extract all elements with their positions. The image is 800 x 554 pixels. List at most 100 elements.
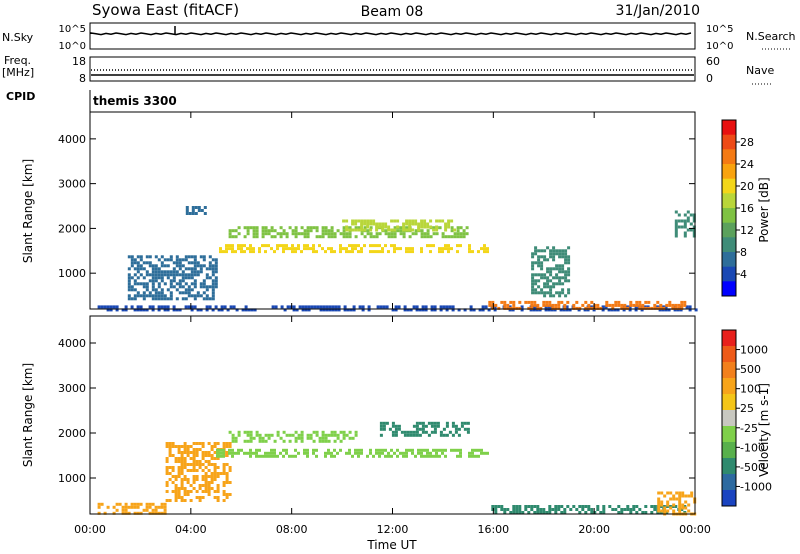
heatmap-cell — [420, 451, 423, 455]
heatmap-cell — [112, 305, 116, 309]
heatmap-cell — [160, 288, 164, 292]
heatmap-cell — [345, 219, 349, 223]
colorbar-swatch — [722, 426, 736, 443]
freq-label-top: Freq. — [4, 54, 31, 67]
heatmap-cell — [327, 232, 331, 236]
heatmap-cell — [345, 228, 349, 232]
heatmap-cell — [193, 270, 197, 274]
heatmap-cell — [205, 288, 209, 292]
heatmap-cell — [318, 244, 321, 248]
heatmap-cell — [375, 244, 378, 248]
heatmap-cell — [596, 505, 600, 508]
heatmap-cell — [285, 244, 288, 248]
heatmap-cell — [423, 219, 427, 223]
freq-tick-top-right: 60 — [706, 55, 720, 68]
heatmap-cell — [222, 484, 226, 487]
heatmap-cell — [168, 472, 172, 475]
heatmap-cell — [325, 308, 329, 312]
heatmap-cell — [195, 460, 199, 463]
heatmap-cell — [196, 273, 200, 277]
heatmap-cell — [319, 308, 323, 312]
heatmap-cell — [381, 225, 385, 229]
heatmap-cell — [190, 305, 194, 309]
heatmap-cell — [552, 282, 556, 286]
heatmap-cell — [192, 463, 196, 466]
heatmap-cell — [345, 433, 349, 437]
heatmap-cell — [151, 279, 155, 283]
heatmap-cell — [534, 249, 538, 253]
heatmap-cell — [178, 291, 182, 295]
heatmap-cell — [674, 222, 678, 226]
heatmap-cell — [145, 285, 149, 289]
heatmap-cell — [160, 273, 164, 277]
heatmap-cell — [486, 250, 489, 254]
heatmap-cell — [405, 228, 409, 232]
heatmap-cell — [288, 439, 292, 443]
heatmap-cell — [127, 297, 131, 301]
heatmap-cell — [500, 505, 504, 508]
heatmap-cell — [432, 226, 436, 230]
heatmap-cell — [208, 305, 212, 309]
heatmap-cell — [444, 225, 448, 229]
heatmap-cell — [207, 454, 211, 457]
heatmap-cell — [681, 503, 685, 507]
heatmap-cell — [193, 279, 197, 283]
heatmap-cell — [165, 469, 169, 472]
heatmap-cell — [417, 222, 421, 226]
heatmap-cell — [327, 439, 331, 443]
heatmap-cell — [243, 439, 247, 443]
heatmap-cell — [148, 279, 152, 283]
heatmap-cell — [435, 232, 439, 236]
heatmap-cell — [360, 448, 363, 452]
heatmap-cell — [503, 511, 507, 514]
heatmap-cell — [183, 451, 187, 454]
heatmap-cell — [534, 279, 538, 283]
heatmap-cell — [195, 451, 199, 454]
heatmap-cell — [177, 448, 181, 451]
heatmap-cell — [531, 252, 535, 256]
heatmap-cell — [177, 490, 181, 493]
heatmap-cell — [372, 244, 375, 248]
heatmap-cell — [436, 421, 440, 425]
heatmap-cell — [415, 421, 419, 425]
heatmap-cell — [620, 303, 624, 307]
heatmap-cell — [97, 511, 101, 515]
heatmap-cell — [231, 235, 235, 239]
heatmap-cell — [572, 303, 576, 307]
heatmap-cell — [385, 421, 389, 425]
heatmap-cell — [611, 306, 615, 310]
heatmap-cell — [181, 258, 185, 262]
heatmap-cell — [267, 244, 270, 248]
heatmap-cell — [354, 228, 358, 232]
heatmap-cell — [187, 288, 191, 292]
colorbar-swatch — [722, 178, 736, 194]
heatmap-cell — [421, 305, 425, 309]
time-xlabel: Time UT — [366, 538, 417, 552]
heatmap-cell — [199, 285, 203, 289]
heatmap-cell — [402, 454, 405, 458]
heatmap-cell — [442, 433, 446, 437]
heatmap-cell — [180, 499, 184, 502]
heatmap-cell — [644, 300, 648, 304]
heatmap-cell — [154, 273, 158, 277]
heatmap-cell — [391, 433, 395, 437]
heatmap-cell — [552, 258, 556, 262]
heatmap-cell — [279, 244, 282, 248]
heatmap-cell — [321, 235, 325, 239]
heatmap-cell — [214, 279, 218, 283]
heatmap-cell — [555, 291, 559, 295]
heatmap-cell — [180, 484, 184, 487]
heatmap-cell — [270, 433, 274, 437]
heatmap-cell — [309, 226, 313, 230]
heatmap-cell — [186, 493, 190, 496]
heatmap-cell — [186, 490, 190, 493]
heatmap-cell — [312, 451, 315, 455]
heatmap-cell — [441, 451, 444, 455]
heatmap-cell — [564, 273, 568, 277]
heatmap-cell — [154, 267, 158, 271]
heatmap-cell — [177, 469, 181, 472]
heatmap-cell — [548, 300, 552, 304]
heatmap-cell — [165, 490, 169, 493]
heatmap-cell — [337, 308, 341, 312]
heatmap-cell — [415, 308, 419, 312]
